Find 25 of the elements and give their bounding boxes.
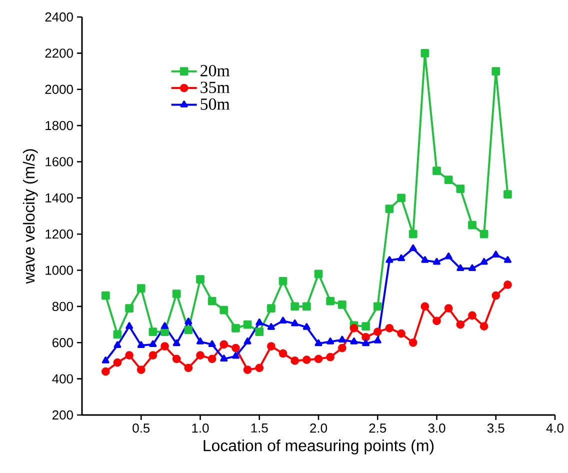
y-tick-label: 400 <box>52 374 73 384</box>
y-tick-label: 1600 <box>46 157 73 166</box>
y-axis-title: wave velocity (m/s) <box>22 149 38 284</box>
legend-label: 20m <box>200 64 230 76</box>
y-tick-label: 600 <box>52 338 73 348</box>
legend-label: 50m <box>200 98 230 110</box>
y-tick-label: 1000 <box>46 266 73 275</box>
x-tick-label: 0.5 <box>132 424 150 433</box>
x-tick-label: 1.5 <box>251 424 268 433</box>
x-axis-title: Location of measuring points (m) <box>204 440 434 454</box>
y-tick-label: 800 <box>52 302 73 312</box>
x-tick-label: 3.5 <box>487 424 504 433</box>
y-tick-label: 2200 <box>45 48 73 58</box>
x-tick-label: 2.5 <box>369 424 386 433</box>
y-tick-label: 1200 <box>46 230 73 239</box>
y-tick-label: 2400 <box>45 12 73 22</box>
x-tick-label: 2.0 <box>310 424 328 433</box>
y-tick-label: 1800 <box>46 120 73 130</box>
x-tick-label: 3.0 <box>428 424 446 433</box>
y-tick-label: 2000 <box>45 84 73 94</box>
y-tick-label: 200 <box>52 410 73 420</box>
x-tick-label: 4.0 <box>546 424 564 433</box>
y-tick-label: 1400 <box>46 193 73 202</box>
x-tick-label: 1.0 <box>192 424 209 433</box>
legend-label: 35m <box>200 82 230 94</box>
